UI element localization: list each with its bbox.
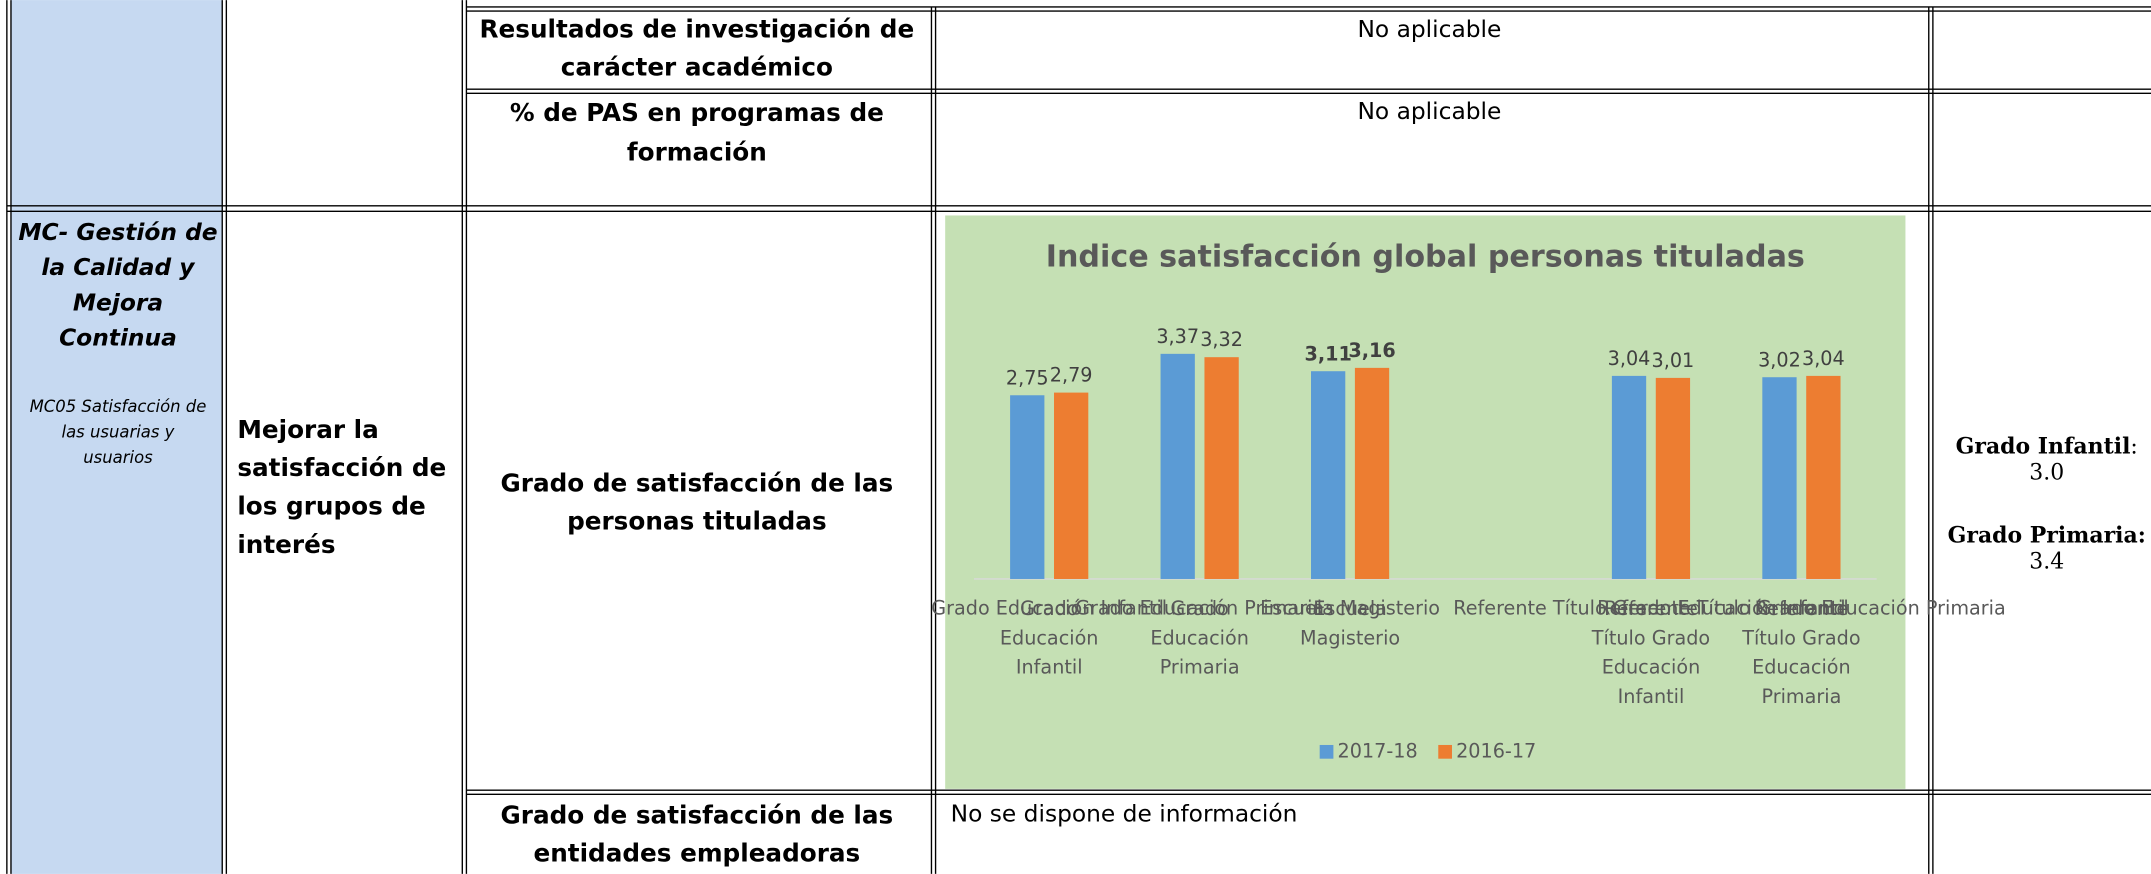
process: la Calidad y <box>41 254 196 281</box>
x-tick-line: Infantil <box>1618 684 1685 707</box>
objective: interés <box>237 530 335 559</box>
indicator: formación <box>627 138 767 167</box>
target: Grado Infantil: <box>1956 433 2138 459</box>
legend-swatch <box>1438 744 1452 759</box>
indicator: carácter académico <box>561 53 833 82</box>
bar <box>1611 375 1647 579</box>
legend-label: 2016-17 <box>1456 739 1536 762</box>
value-label: 3,02 <box>1758 348 1801 371</box>
process-detail: usuarios <box>83 448 153 467</box>
objective: los grupos de <box>237 492 425 521</box>
x-tick-line: Primaria <box>1160 655 1240 678</box>
result: No se dispone de información <box>951 800 1298 827</box>
value-label: 3,04 <box>1802 347 1845 370</box>
bar <box>1762 377 1797 579</box>
bar <box>1204 357 1239 579</box>
bar <box>1655 377 1691 579</box>
x-tick-line: Título Grado <box>1741 626 1860 649</box>
x-tick-line: Grado <box>1020 597 1078 620</box>
bar <box>1054 392 1089 579</box>
process-column <box>10 0 223 874</box>
x-tick-line: Infantil <box>1016 655 1083 678</box>
indicator: Grado de satisfacción de las <box>501 800 894 829</box>
value-label: 3,11 <box>1304 342 1351 365</box>
indicator: Resultados de investigación de <box>480 14 915 43</box>
process-detail: las usuarias y <box>62 422 175 441</box>
value-label: 2,75 <box>1006 366 1049 389</box>
indicator: entidades empleadoras <box>533 839 860 868</box>
x-tick-line: Grado <box>1170 597 1228 620</box>
x-tick-line: Educación <box>1150 626 1249 649</box>
x-tick-line: Educación <box>1752 655 1851 678</box>
x-tick-line: Educación <box>1000 626 1099 649</box>
value-label: 3,32 <box>1200 328 1243 351</box>
target-value: 3.4 <box>2029 550 2064 575</box>
x-tick-line: Referente <box>1755 597 1849 620</box>
value-label: 2,79 <box>1050 364 1093 387</box>
bar <box>1160 353 1195 579</box>
x-tick-line: Título Grado <box>1591 626 1710 649</box>
bar <box>1010 395 1045 579</box>
process: MC- Gestión de <box>18 219 217 246</box>
x-tick-line: Escuela <box>1313 597 1387 620</box>
process: Mejora <box>73 289 163 316</box>
objective: Mejorar la <box>237 415 378 444</box>
value-label: 3,37 <box>1156 325 1199 348</box>
indicator: % de PAS en programas de <box>510 98 884 127</box>
table-borders <box>6 0 2151 874</box>
chart-title: Indice satisfacción global personas titu… <box>1046 239 1805 274</box>
bar <box>1806 375 1841 579</box>
value-label: 3,01 <box>1652 349 1695 372</box>
target-value: 3.0 <box>2029 460 2064 485</box>
value-label: 3,16 <box>1348 339 1395 362</box>
chart-area <box>945 215 1906 789</box>
indicator: personas tituladas <box>567 507 827 536</box>
x-tick-line: Referente <box>1604 597 1698 620</box>
x-tick-line: Educación <box>1602 655 1701 678</box>
target-label: Grado Primaria: <box>1948 522 2146 548</box>
x-tick-line: Primaria <box>1761 684 1841 707</box>
legend-label: 2017-18 <box>1338 739 1418 762</box>
bar <box>1354 367 1390 579</box>
value-label: 3,04 <box>1608 347 1651 370</box>
legend-swatch <box>1319 744 1334 759</box>
process-detail: MC05 Satisfacción de <box>30 397 207 416</box>
result: No aplicable <box>1357 16 1501 43</box>
objective: satisfacción de <box>237 453 446 482</box>
indicator: Grado de satisfacción de las <box>501 468 894 497</box>
target-sep: : <box>2130 434 2137 459</box>
result: No aplicable <box>1357 98 1501 125</box>
bar <box>1310 371 1346 579</box>
process: Continua <box>59 325 177 352</box>
target-label: Grado Infantil <box>1956 433 2131 459</box>
x-tick-line: Magisterio <box>1300 626 1400 649</box>
